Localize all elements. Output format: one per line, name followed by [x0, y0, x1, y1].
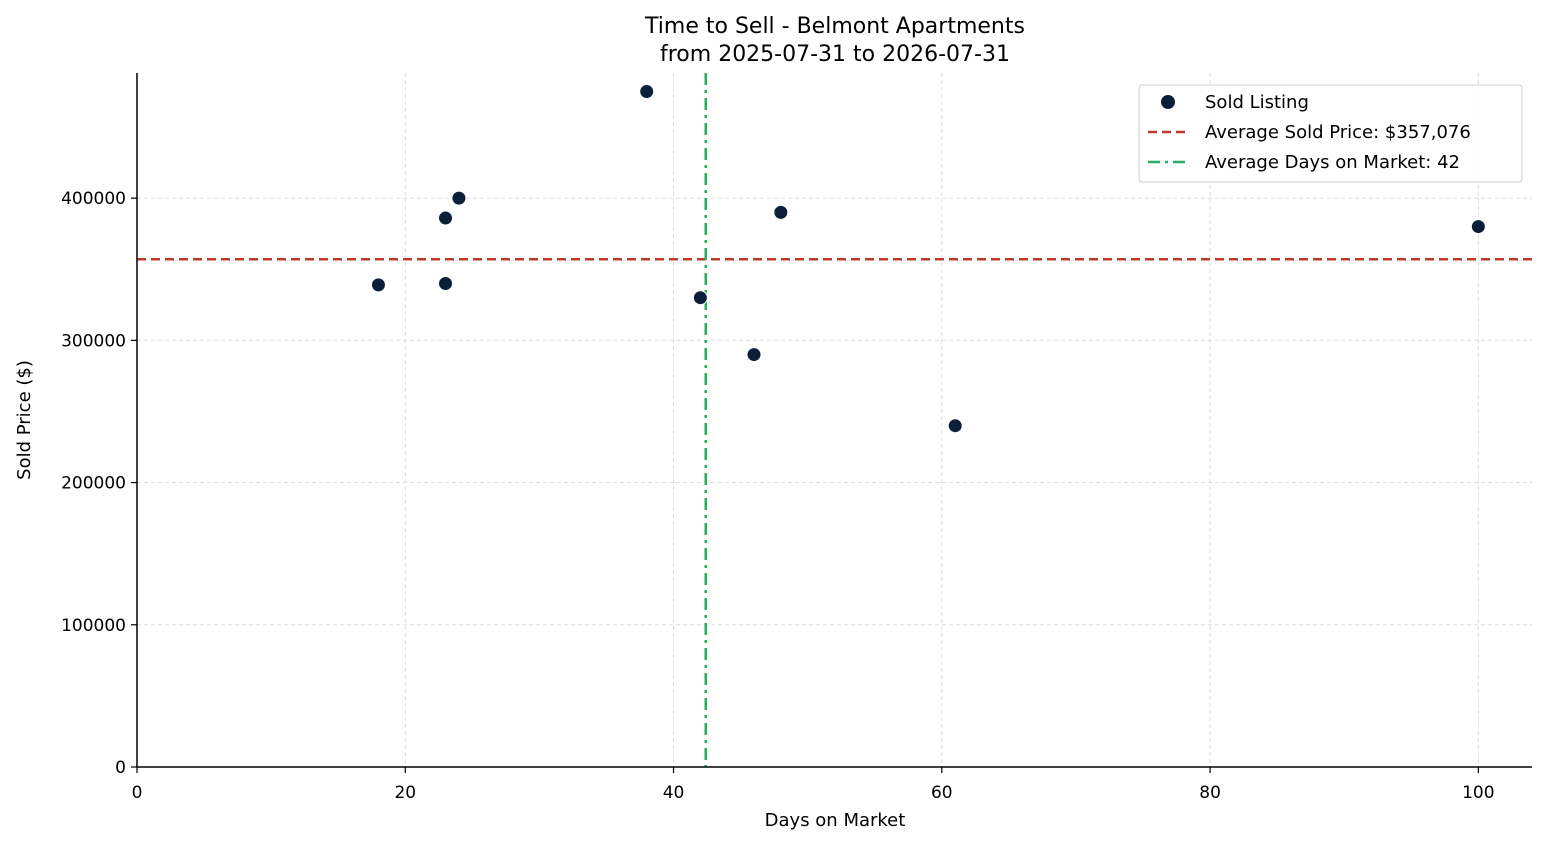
y-tick-label: 300000 [61, 331, 126, 351]
grid-lines [137, 73, 1532, 767]
y-tick-label: 200000 [61, 474, 126, 494]
x-tick-label: 80 [1199, 783, 1221, 803]
data-points [370, 83, 1486, 434]
x-tick-label: 60 [931, 783, 953, 803]
chart-subtitle: from 2025-07-31 to 2026-07-31 [660, 42, 1010, 67]
chart-title: Time to Sell - Belmont Apartments [644, 14, 1025, 39]
sold-listing-point [947, 418, 963, 434]
sold-listing-point [438, 210, 454, 226]
legend-marker-sold-listing [1161, 95, 1175, 109]
reference-lines [137, 73, 1532, 767]
sold-listing-point [692, 290, 708, 306]
sold-listing-point [451, 190, 467, 206]
legend-box [1138, 84, 1523, 183]
x-axis-label: Days on Market [765, 810, 906, 831]
sold-listing-point [370, 277, 386, 293]
x-tick-label: 0 [132, 783, 143, 803]
axes [136, 73, 1532, 768]
y-tick-label: 400000 [61, 189, 126, 209]
x-tick-label: 100 [1462, 783, 1494, 803]
legend-label-reference-line: Average Sold Price: $357,076 [1205, 122, 1471, 143]
legend: Sold Listing Average Sold Price: $357,076… [1138, 84, 1523, 183]
legend-label-reference-line: Average Days on Market: 42 [1205, 152, 1460, 173]
y-tick-label: 100000 [61, 616, 126, 636]
tick-labels: 0 20 40 60 80 100 0 100000 200000 300000 400000 [61, 189, 1494, 803]
y-axis-label: Sold Price ($) [14, 360, 35, 480]
sold-listing-point [438, 275, 454, 291]
x-tick-label: 20 [394, 783, 416, 803]
y-tick-label: 0 [115, 758, 126, 778]
sold-listing-point [639, 83, 655, 99]
sold-listing-point [773, 204, 789, 220]
sold-listing-point [1470, 219, 1486, 235]
legend-label-sold-listing: Sold Listing [1205, 92, 1309, 113]
sold-listing-point [746, 347, 762, 363]
x-tick-label: 40 [663, 783, 685, 803]
